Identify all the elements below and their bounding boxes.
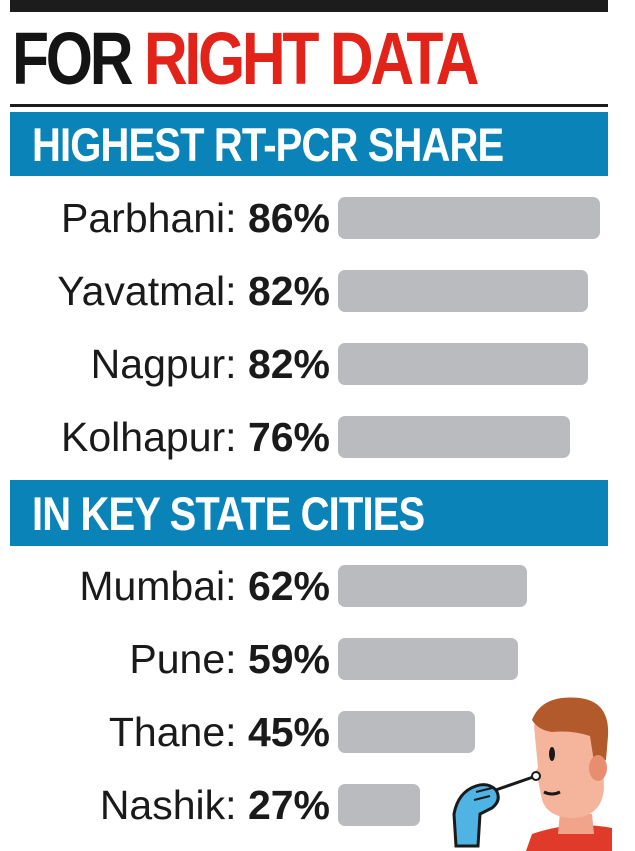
bar-label: Parbhani: 86% — [61, 188, 330, 248]
bar-row-kolhapur: Kolhapur: 76% — [10, 407, 608, 467]
bar-row-nagpur: Nagpur: 82% — [10, 334, 608, 394]
bar-row-parbhani: Parbhani: 86% — [10, 188, 608, 248]
bar-yavatmal — [338, 270, 588, 312]
bar-nashik — [338, 784, 420, 826]
title-divider — [10, 104, 608, 107]
section-title: HIGHEST RT-PCR SHARE — [32, 117, 504, 171]
value-label: 59% — [247, 636, 330, 682]
bar-nagpur — [338, 343, 588, 385]
value-label: 62% — [247, 563, 330, 609]
value-label: 76% — [247, 414, 330, 460]
category-label: Parbhani: — [61, 195, 248, 241]
category-label: Nashik: — [99, 782, 248, 828]
bar-row-mumbai: Mumbai: 62% — [10, 556, 608, 616]
category-label: Pune: — [129, 636, 248, 682]
page-title: FOR RIGHT DATA — [12, 14, 480, 104]
title-part-red: RIGHT DATA — [143, 17, 480, 100]
value-label: 27% — [247, 782, 330, 828]
value-label: 82% — [247, 341, 330, 387]
bar-label: Thane: 45% — [109, 702, 330, 762]
bar-label: Mumbai: 62% — [79, 556, 330, 616]
category-label: Yavatmal: — [57, 268, 248, 314]
value-label: 45% — [247, 709, 330, 755]
bar-row-nashik: Nashik: 27% — [10, 775, 608, 835]
bar-label: Nagpur: 82% — [91, 334, 330, 394]
bar-thane — [338, 711, 475, 753]
bar-kolhapur — [338, 416, 570, 458]
category-label: Nagpur: — [90, 341, 248, 387]
bar-label: Yavatmal: 82% — [57, 261, 330, 321]
bar-label: Nashik: 27% — [100, 775, 330, 835]
section-header-rtpcr-share: HIGHEST RT-PCR SHARE — [10, 112, 608, 176]
section-title: IN KEY STATE CITIES — [32, 486, 425, 540]
title-part-dark: FOR — [12, 17, 134, 100]
top-rule — [10, 0, 608, 12]
value-label: 86% — [247, 195, 330, 241]
category-label: Mumbai: — [79, 563, 248, 609]
value-label: 82% — [247, 268, 330, 314]
bar-parbhani — [338, 197, 600, 239]
bar-pune — [338, 638, 518, 680]
bar-row-pune: Pune: 59% — [10, 629, 608, 689]
category-label: Kolhapur: — [61, 414, 248, 460]
bar-label: Kolhapur: 76% — [61, 407, 330, 467]
category-label: Thane: — [108, 709, 248, 755]
bar-mumbai — [338, 565, 527, 607]
section-header-key-cities: IN KEY STATE CITIES — [10, 480, 608, 546]
bar-row-yavatmal: Yavatmal: 82% — [10, 261, 608, 321]
bar-row-thane: Thane: 45% — [10, 702, 608, 762]
swab-test-person-icon — [452, 697, 612, 851]
bar-label: Pune: 59% — [129, 629, 330, 689]
